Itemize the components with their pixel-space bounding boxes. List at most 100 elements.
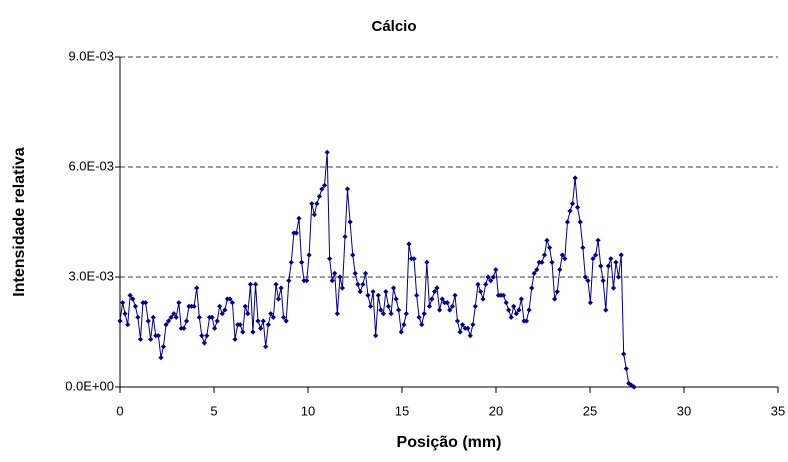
data-point bbox=[250, 329, 256, 335]
data-point bbox=[523, 318, 530, 324]
y-tick-label: 3.0E-03 bbox=[68, 268, 114, 283]
data-point bbox=[378, 307, 384, 313]
data-point bbox=[299, 259, 305, 265]
data-point bbox=[255, 318, 261, 324]
data-point bbox=[567, 208, 573, 214]
data-point bbox=[352, 270, 358, 276]
data-point bbox=[181, 325, 187, 331]
data-point bbox=[219, 311, 225, 317]
data-point bbox=[585, 278, 591, 284]
data-point bbox=[564, 219, 571, 225]
data-point bbox=[447, 307, 453, 313]
data-point bbox=[431, 289, 438, 295]
y-axis-title: Intensidade relativa bbox=[11, 147, 28, 296]
data-point bbox=[148, 336, 154, 342]
x-tick-label: 20 bbox=[489, 403, 503, 418]
data-point bbox=[280, 314, 287, 320]
data-point bbox=[396, 307, 402, 313]
data-point bbox=[301, 278, 307, 284]
data-point bbox=[608, 256, 614, 262]
data-point bbox=[618, 252, 624, 258]
data-point bbox=[214, 318, 220, 324]
data-point bbox=[194, 285, 200, 291]
data-point bbox=[211, 325, 218, 331]
data-point bbox=[245, 311, 251, 317]
data-point bbox=[419, 322, 425, 328]
data-point bbox=[539, 259, 545, 265]
data-point bbox=[370, 289, 376, 295]
data-point bbox=[526, 307, 532, 313]
data-point bbox=[574, 204, 581, 210]
data-point bbox=[286, 278, 292, 284]
data-point bbox=[385, 303, 392, 309]
data-point bbox=[462, 325, 468, 331]
data-point bbox=[357, 289, 363, 295]
data-point bbox=[306, 252, 312, 258]
data-point bbox=[411, 256, 417, 262]
data-point bbox=[408, 256, 414, 262]
data-point bbox=[240, 329, 246, 335]
data-point bbox=[319, 186, 325, 192]
data-point bbox=[142, 300, 149, 306]
data-point bbox=[314, 201, 320, 207]
data-point bbox=[125, 322, 131, 328]
data-point bbox=[388, 311, 394, 317]
x-tick-label: 25 bbox=[583, 403, 597, 418]
data-point bbox=[623, 366, 629, 372]
data-point bbox=[488, 278, 494, 284]
data-point bbox=[270, 314, 277, 320]
x-tick-label: 15 bbox=[395, 403, 409, 418]
data-point bbox=[178, 325, 184, 331]
data-point bbox=[153, 333, 159, 339]
data-point bbox=[196, 314, 202, 320]
data-point bbox=[329, 278, 335, 284]
data-point bbox=[383, 289, 389, 295]
data-point bbox=[347, 219, 353, 225]
y-tick-label: 0.0E+00 bbox=[65, 378, 114, 393]
data-point bbox=[283, 318, 289, 324]
data-point bbox=[183, 318, 190, 324]
data-point bbox=[605, 263, 612, 269]
data-point bbox=[477, 289, 484, 295]
data-point bbox=[603, 307, 609, 313]
data-point bbox=[145, 318, 151, 324]
data-point bbox=[155, 333, 161, 339]
data-point bbox=[237, 322, 243, 328]
data-point bbox=[296, 215, 302, 221]
data-point bbox=[260, 318, 266, 324]
data-point bbox=[355, 281, 361, 287]
data-point bbox=[127, 292, 133, 298]
data-point bbox=[265, 322, 271, 328]
data-point bbox=[337, 274, 343, 280]
data-point bbox=[158, 355, 164, 361]
data-point bbox=[173, 314, 179, 320]
data-point bbox=[365, 292, 371, 298]
data-point bbox=[549, 259, 555, 265]
data-point bbox=[439, 296, 445, 302]
data-point bbox=[493, 267, 499, 273]
data-point bbox=[541, 252, 548, 258]
data-point bbox=[444, 300, 450, 306]
data-point bbox=[531, 270, 537, 276]
data-point bbox=[217, 303, 223, 309]
data-point bbox=[534, 267, 540, 273]
data-point bbox=[598, 263, 604, 269]
data-point bbox=[559, 252, 565, 258]
data-point bbox=[470, 322, 476, 328]
data-point bbox=[232, 336, 238, 342]
data-point bbox=[437, 307, 443, 313]
data-point bbox=[610, 285, 617, 291]
data-point bbox=[263, 344, 269, 350]
chart-title: Cálcio bbox=[371, 18, 416, 35]
data-point bbox=[544, 237, 550, 243]
data-point bbox=[511, 303, 517, 309]
data-point bbox=[554, 289, 560, 295]
data-point bbox=[508, 314, 514, 320]
data-point bbox=[424, 259, 430, 265]
data-point bbox=[590, 256, 596, 262]
data-point bbox=[536, 259, 542, 265]
data-point bbox=[577, 219, 583, 225]
data-point bbox=[135, 314, 141, 320]
data-point bbox=[426, 303, 433, 309]
x-tick-label: 35 bbox=[771, 403, 785, 418]
